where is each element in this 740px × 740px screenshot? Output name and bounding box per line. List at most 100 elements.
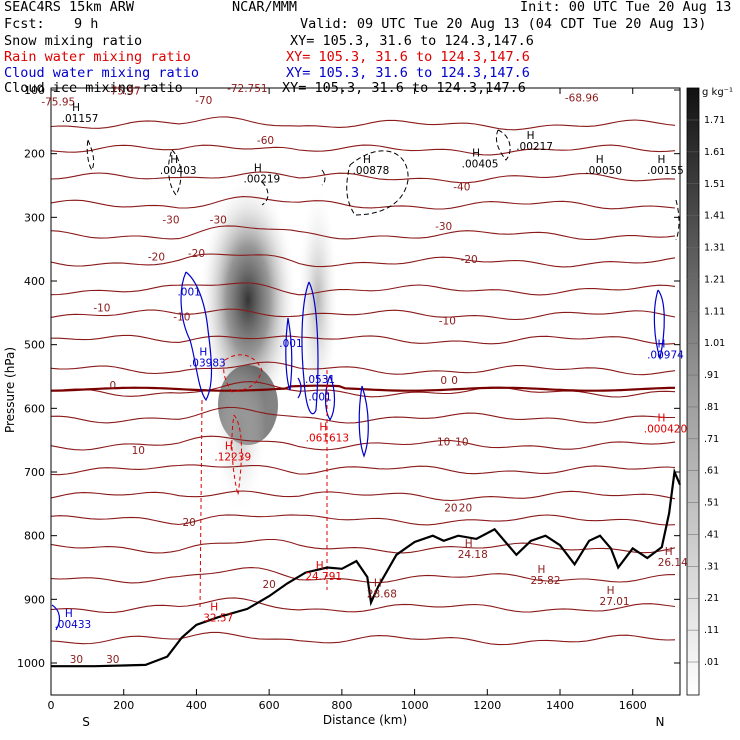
cloud-water-label: .001 [308, 392, 331, 404]
isotherm [51, 597, 676, 614]
temperature-label: -10 [439, 315, 456, 327]
isotherm [51, 361, 676, 376]
y-tick-label: 700 [24, 466, 45, 479]
temperature-label: -72.751 [227, 83, 268, 95]
rain-water-contours [199, 354, 328, 611]
surface-temp-label: 27.01 [600, 596, 630, 608]
isotherm [51, 171, 676, 184]
field-label-cloud-water: Cloud water mixing ratio [4, 65, 200, 81]
temperature-label: -20 [461, 254, 478, 266]
x-tick-label: 400 [186, 699, 207, 712]
snow-max-label-max-marker: H [72, 102, 80, 114]
isotherm [51, 406, 675, 424]
colorbar-label: .01 [704, 657, 719, 668]
temperature-label: 0 [109, 380, 116, 392]
cloud-water-label-max-marker: H [199, 346, 207, 358]
snow-max-label: .00155 [647, 165, 684, 177]
rain-max-label-max-marker: H [316, 560, 324, 572]
y-tick-label: 900 [24, 593, 45, 606]
colorbar-label: 1.41 [704, 211, 725, 222]
north-label: N [656, 715, 665, 729]
contour-labels: -75.95 -75.97 -70 -72.751 -68.96 -60 -40 -30 -30… [41, 83, 688, 666]
y-tick-label: 500 [24, 339, 45, 352]
colorbar-unit: g kg⁻¹ [702, 87, 733, 98]
snow-max-label: .00405 [462, 159, 499, 171]
rain-max-label: 24.791 [305, 571, 342, 583]
field-label-snow: Snow mixing ratio [4, 33, 143, 49]
temperature-contours [51, 116, 676, 646]
isotherm [51, 308, 676, 321]
colorbar-label: .41 [704, 529, 719, 540]
temperature-label: 20 [459, 502, 472, 514]
surface-temp-label-max-marker: H [374, 577, 382, 589]
snow-max-label: .00217 [516, 141, 553, 153]
temperature-label: 30 [106, 654, 119, 666]
cloud-ice-contours [86, 129, 680, 241]
temperature-label: 10 [132, 445, 145, 457]
isotherm [51, 464, 676, 476]
snow-max-label-max-marker: H [254, 162, 262, 174]
rain-max-label-max-marker: H [658, 413, 666, 425]
x-tick-label: 1400 [546, 699, 574, 712]
y-tick-label: 800 [24, 530, 45, 543]
cloud-water-label: .001 [279, 338, 302, 350]
rain-max-label: 32.57 [203, 613, 233, 625]
isotherm [51, 196, 676, 210]
temperature-label: 10 [437, 436, 450, 448]
x-tick-label: 1600 [619, 699, 647, 712]
rain-max-label: .061613 [306, 432, 349, 444]
cloud-water-contours [51, 271, 665, 631]
terrain-profile [51, 467, 682, 668]
x-axis: 0 200 400 600 800 1000 1200 1400 1600 [48, 88, 647, 712]
x-tick-label: 1200 [473, 699, 501, 712]
surface-temp-label: 24.18 [458, 549, 488, 561]
snow-max-label: .00878 [353, 165, 390, 177]
colorbar-label: 1.71 [704, 115, 725, 126]
forecast-label: Fcst: [4, 16, 45, 32]
temperature-label: -40 [453, 182, 470, 194]
colorbar-label: .91 [704, 370, 719, 381]
isotherm [51, 334, 676, 345]
colorbar-label: 1.01 [704, 338, 725, 349]
snow-max-label-max-marker: H [472, 148, 480, 160]
cloud-water-label: .00974 [647, 350, 684, 362]
snow-max-label: .01157 [62, 113, 99, 125]
y-tick-label: 100 [24, 84, 45, 97]
rain-max-label: .000420 [644, 424, 687, 436]
cloud-water-label: .00433 [54, 619, 91, 631]
xy-snow: XY= 105.3, 31.6 to 124.3,147.6 [290, 33, 534, 49]
isotherm [51, 631, 676, 646]
colorbar-label: 1.11 [704, 306, 725, 317]
y-tick-label: 400 [24, 275, 45, 288]
temperature-label: -10 [93, 303, 110, 315]
colorbar-label: .51 [704, 498, 719, 509]
snow-max-label-max-marker: H [170, 154, 178, 166]
colorbar-label: 1.31 [704, 243, 725, 254]
snow-max-label-max-marker: H [658, 154, 666, 166]
cloud-water-label: .03983 [189, 357, 226, 369]
model-title: SEAC4RS 15km ARW [4, 0, 135, 15]
snow-max-label-max-marker: H [596, 154, 604, 166]
cloud-water-label: .0531 [305, 374, 335, 386]
temperature-label: 20 [444, 502, 457, 514]
temperature-label: 10 [455, 436, 468, 448]
temperature-label: -30 [435, 221, 452, 233]
x-axis-title: Distance (km) [323, 713, 407, 727]
temperature-label: 30 [70, 654, 83, 666]
colorbar-label: .11 [704, 625, 719, 636]
cloud-water-label: .001 [177, 287, 200, 299]
x-tick-label: 0 [48, 699, 55, 712]
isotherm [51, 567, 676, 584]
temperature-label: 20 [182, 517, 195, 529]
temperature-label: -20 [188, 248, 205, 260]
cloud-water-label-max-marker: H [65, 608, 73, 620]
y-tick-label: 600 [24, 402, 45, 415]
temperature-label: -20 [148, 252, 165, 264]
x-tick-label: 200 [113, 699, 134, 712]
temperature-label: -60 [257, 135, 274, 147]
colorbar-label: .71 [704, 434, 719, 445]
plot-frame [50, 87, 681, 696]
isotherm [51, 116, 676, 131]
isotherm [51, 144, 676, 156]
x-tick-label: 600 [259, 699, 280, 712]
